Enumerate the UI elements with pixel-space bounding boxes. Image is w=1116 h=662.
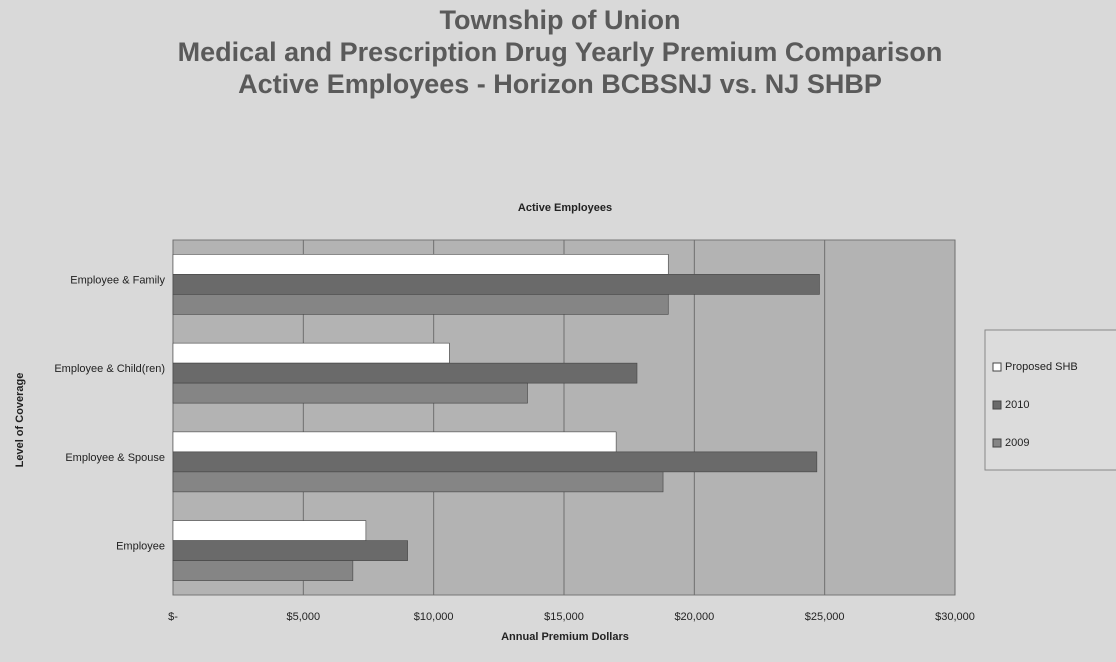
x-tick-label: $25,000: [805, 611, 845, 623]
page-title: Active Employees - Horizon BCBSNJ vs. NJ…: [238, 69, 882, 99]
y-tick-label: Employee & Spouse: [65, 452, 165, 464]
y-tick-label: Employee & Family: [70, 274, 165, 286]
y-tick-label: Employee: [116, 541, 165, 553]
bar: [172, 362, 638, 384]
bar: [172, 560, 354, 581]
bar: [172, 431, 617, 453]
legend-label: 2009: [1005, 437, 1029, 449]
legend: [984, 329, 1116, 471]
legend-label: 2010: [1005, 399, 1029, 411]
legend-swatch: [992, 400, 1002, 410]
legend-swatch: [992, 362, 1002, 372]
bar: [172, 471, 664, 493]
x-tick-label: $10,000: [414, 611, 454, 623]
bar: [172, 274, 820, 295]
x-tick-label: $20,000: [674, 611, 714, 623]
bar: [172, 294, 669, 315]
legend-label: Proposed SHB: [1005, 361, 1078, 373]
x-tick-label: $5,000: [287, 611, 321, 623]
bar: [172, 520, 367, 541]
bar: [172, 382, 528, 404]
bar: [172, 254, 669, 275]
page-title: Medical and Prescription Drug Yearly Pre…: [178, 37, 943, 67]
x-tick-label: $30,000: [935, 611, 975, 623]
x-tick-label: $-: [168, 611, 178, 623]
chart-title: Active Employees: [518, 202, 612, 214]
bar: [172, 451, 818, 473]
bar: [172, 342, 450, 364]
bar: [172, 540, 408, 561]
page-title: Township of Union: [440, 5, 681, 35]
x-axis-label: Annual Premium Dollars: [501, 631, 629, 643]
y-axis-label: Level of Coverage: [14, 373, 26, 468]
x-tick-label: $15,000: [544, 611, 584, 623]
legend-swatch: [992, 438, 1002, 448]
y-tick-label: Employee & Child(ren): [54, 363, 165, 375]
